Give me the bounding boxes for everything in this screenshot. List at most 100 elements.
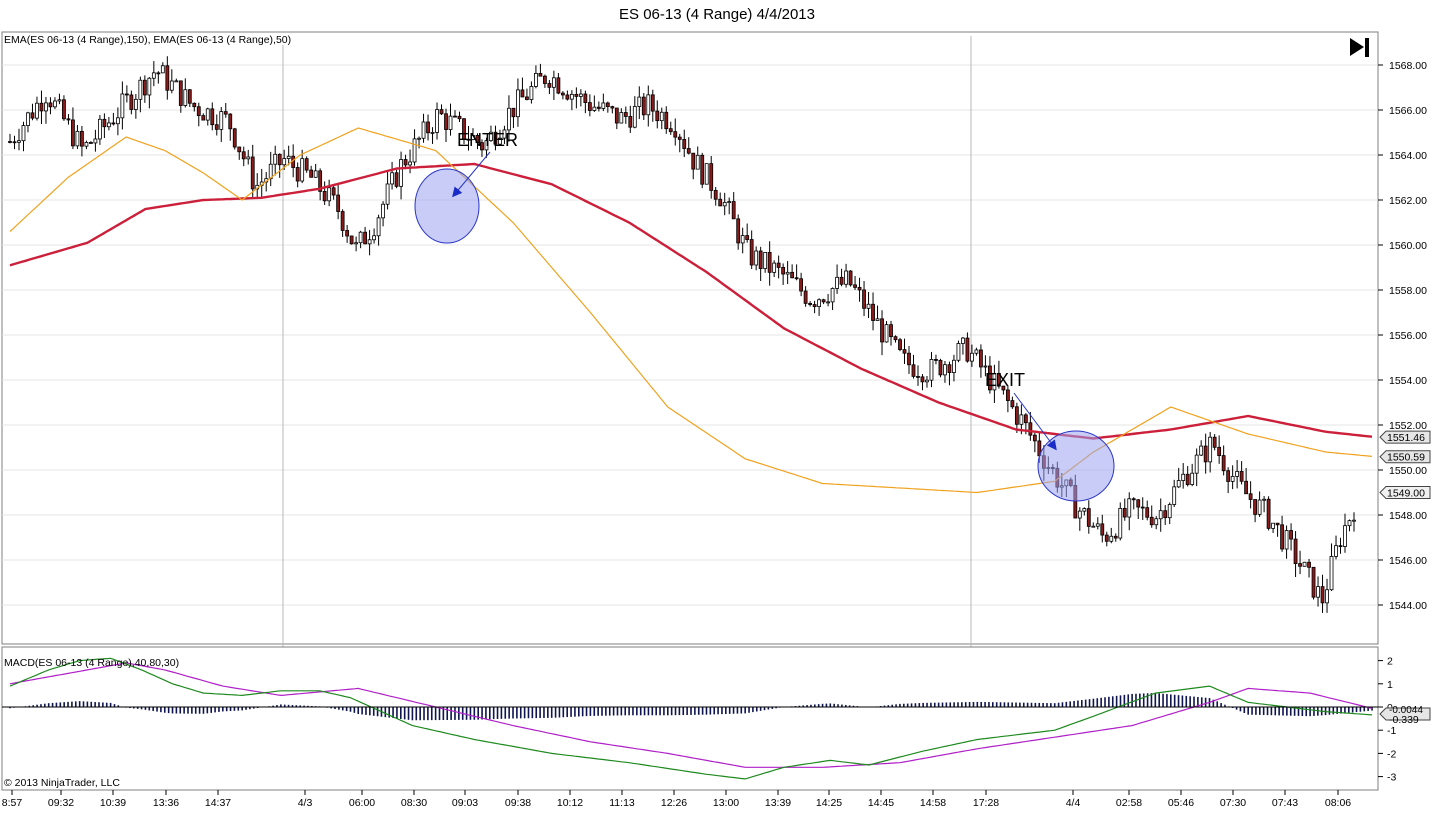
candle-body xyxy=(1136,499,1141,508)
time-axis[interactable]: 8:57 09:32 10:39 13:36 14:37 4/3 06:00 08:30 09:… xyxy=(2,789,1378,809)
candle-body xyxy=(853,284,857,288)
candle-body xyxy=(587,102,592,111)
candle-body xyxy=(1293,538,1298,564)
price-panel[interactable] xyxy=(1,31,1379,645)
candle-body xyxy=(592,106,597,111)
candle-body xyxy=(1104,534,1109,542)
candle-body xyxy=(745,235,750,240)
candle-body xyxy=(543,75,547,84)
macd-tick-label: 2 xyxy=(1387,656,1393,668)
candle-body xyxy=(934,359,938,361)
scroll-to-end-button[interactable] xyxy=(1346,34,1374,62)
candle-body xyxy=(17,140,21,143)
candle-body xyxy=(376,217,381,237)
candle-body xyxy=(1100,523,1105,536)
candle-body xyxy=(578,93,583,97)
candle-body xyxy=(534,73,538,87)
candle-body xyxy=(97,118,102,140)
exit-highlight xyxy=(1037,430,1115,502)
candle-body xyxy=(322,191,327,202)
candle-body xyxy=(1253,499,1258,515)
candle-body xyxy=(21,125,26,142)
candles xyxy=(8,56,1356,613)
candle-body xyxy=(907,352,911,366)
candle-body xyxy=(223,111,228,115)
candle-body xyxy=(273,153,278,165)
candle-body xyxy=(313,170,318,178)
candle-body xyxy=(516,89,520,118)
candle-body xyxy=(1023,414,1028,424)
candle-body xyxy=(1001,385,1006,391)
candle-body xyxy=(772,262,777,273)
candle-body xyxy=(821,299,826,303)
candle-body xyxy=(228,113,233,130)
candle-body xyxy=(1280,524,1284,550)
candle-body xyxy=(1208,436,1213,463)
candle-body xyxy=(133,98,138,110)
candle-body xyxy=(758,250,763,269)
candle-body xyxy=(1203,445,1208,463)
candle-body xyxy=(889,324,893,338)
candle-body xyxy=(1095,523,1100,527)
candle-body xyxy=(1194,454,1199,474)
candle-body xyxy=(871,303,875,321)
candle-body xyxy=(57,99,62,102)
candle-body xyxy=(1149,516,1154,526)
candle-body xyxy=(718,198,723,207)
candle-body xyxy=(511,107,516,118)
candle-body xyxy=(115,117,120,125)
candle-body xyxy=(1113,535,1118,539)
candle-body xyxy=(30,112,35,119)
candle-body xyxy=(1127,498,1132,518)
candle-body xyxy=(385,183,390,205)
candle-body xyxy=(439,109,444,115)
candle-body xyxy=(1352,519,1356,522)
price-axis[interactable]: 1568.00 1566.00 1564.00 1562.00 1560.00 1558.… xyxy=(1378,60,1427,612)
candle-body xyxy=(965,337,970,362)
candle-body xyxy=(1091,525,1096,528)
candle-body xyxy=(1266,498,1271,529)
candle-body xyxy=(62,99,66,120)
candle-body xyxy=(1118,507,1123,539)
candle-body xyxy=(331,187,336,196)
time-tick-label: 11:13 xyxy=(609,797,635,809)
candle-body xyxy=(785,271,790,275)
candle-body xyxy=(1005,389,1010,401)
last-value-tag: 1550.59 xyxy=(1379,450,1431,464)
time-tick-label: 14:45 xyxy=(868,797,894,809)
last-value-tag: 1549.00 xyxy=(1379,486,1431,500)
candle-body xyxy=(601,102,606,109)
candle-body xyxy=(790,271,795,279)
macd-panel[interactable] xyxy=(1,646,1379,791)
time-tick-label: 17:28 xyxy=(973,797,999,809)
candle-body xyxy=(363,231,368,245)
candle-body xyxy=(1298,563,1302,567)
ema-150-line xyxy=(9,162,1373,440)
candle-body xyxy=(763,252,768,269)
candle-body xyxy=(1235,471,1240,477)
candle-body xyxy=(80,130,84,147)
candle-body xyxy=(727,201,732,203)
candle-body xyxy=(1086,508,1091,527)
candle-body xyxy=(898,339,902,350)
candle-body xyxy=(709,163,714,191)
candle-body xyxy=(237,146,242,153)
candle-body xyxy=(952,359,956,373)
candle-body xyxy=(596,106,601,109)
candle-body xyxy=(866,303,871,309)
candle-body xyxy=(992,372,997,391)
price-tick-label: 1560.00 xyxy=(1389,240,1427,252)
candle-body xyxy=(650,94,655,112)
candle-body xyxy=(704,163,709,185)
candle-body xyxy=(525,96,529,100)
candle-body xyxy=(142,79,147,96)
time-tick-label: 12:26 xyxy=(661,797,687,809)
macd-value-text: -0.339 xyxy=(1389,714,1419,726)
candle-body xyxy=(1343,525,1347,547)
candle-body xyxy=(673,131,678,138)
price-tick-label: 1564.00 xyxy=(1389,150,1427,162)
candle-body xyxy=(668,128,673,133)
candle-body xyxy=(1190,472,1195,485)
candle-body xyxy=(610,106,615,109)
